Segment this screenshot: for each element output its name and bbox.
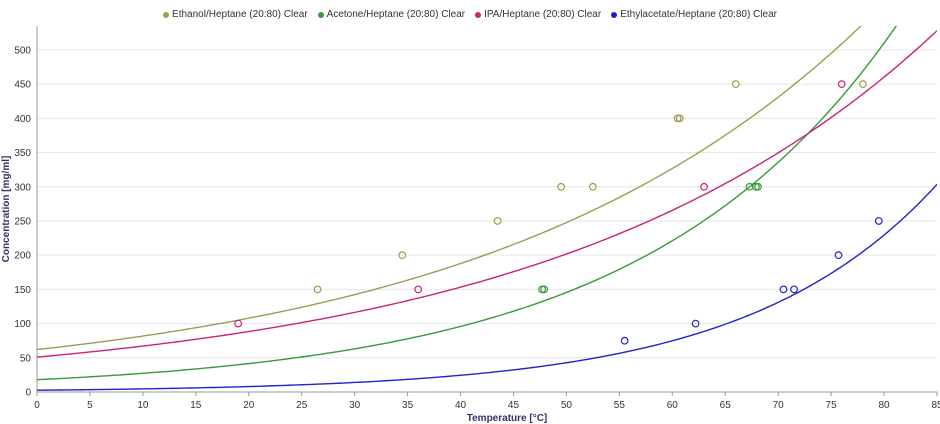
x-tick-label: 20: [243, 400, 255, 411]
data-point-series-0[interactable]: [557, 182, 566, 191]
x-tick-label: 50: [561, 400, 573, 411]
x-tick-label: 35: [402, 400, 414, 411]
data-point-series-2[interactable]: [837, 80, 846, 89]
y-tick-label: 150: [14, 285, 31, 296]
legend-item-ethanol[interactable]: Ethanol/Heptane (20:80) Clear: [163, 9, 308, 20]
data-point-series-2[interactable]: [414, 285, 423, 294]
data-point-series-1[interactable]: [754, 182, 762, 191]
data-point-series-0[interactable]: [398, 251, 407, 260]
data-point-series-1[interactable]: [540, 285, 549, 294]
x-tick-label: 75: [826, 400, 838, 411]
legend-label-ipa: IPA/Heptane (20:80) Clear: [484, 9, 602, 20]
legend-swatch-ethylacetate: [611, 11, 618, 18]
x-tick-label: 80: [878, 400, 890, 411]
data-point-series-1[interactable]: [538, 285, 546, 294]
data-point-series-3[interactable]: [790, 285, 798, 294]
y-tick-label: 400: [14, 114, 31, 125]
gridlines: [37, 49, 937, 359]
legend-label-acetone: Acetone/Heptane (20:80) Clear: [326, 9, 466, 20]
x-tick-label: 45: [508, 400, 520, 411]
axes: 0 50 100 150 200 250 300 350 400 450 500 0 5 10 15 20 25…: [14, 26, 940, 411]
data-point-series-1[interactable]: [752, 182, 760, 191]
x-tick-label: 65: [720, 400, 732, 411]
y-tick-label: 0: [25, 388, 31, 399]
data-point-series-0[interactable]: [731, 80, 740, 89]
x-tick-label: 40: [455, 400, 467, 411]
y-tick-label: 250: [14, 216, 31, 227]
y-tick-label: 300: [14, 182, 31, 193]
x-axis-title: Temperature [°C]: [467, 413, 548, 424]
y-tick-label: 200: [14, 251, 31, 262]
data-point-series-2[interactable]: [700, 182, 708, 191]
data-point-series-0[interactable]: [493, 217, 502, 225]
fit-curves: [37, 26, 937, 391]
data-point-series-0[interactable]: [588, 182, 597, 191]
data-point-series-3[interactable]: [834, 251, 843, 260]
y-tick-label: 50: [20, 353, 32, 364]
fit-curve-series-1: [37, 26, 898, 381]
x-tick-label: 70: [773, 400, 785, 411]
x-tick-label: 10: [137, 400, 149, 411]
x-tick-label: 55: [614, 400, 626, 411]
y-tick-label: 450: [14, 80, 31, 91]
data-point-series-3[interactable]: [691, 319, 700, 328]
fit-curve-series-2: [37, 30, 937, 358]
data-point-series-3[interactable]: [620, 336, 629, 345]
data-point-series-2[interactable]: [234, 319, 243, 328]
data-point-series-0[interactable]: [675, 114, 684, 123]
data-point-series-3[interactable]: [779, 285, 788, 294]
y-tick-label: 500: [14, 45, 31, 56]
data-point-series-0[interactable]: [313, 285, 322, 294]
legend-swatch-ethanol: [163, 11, 170, 18]
data-point-series-0[interactable]: [858, 80, 867, 89]
fit-curve-series-0: [37, 26, 862, 351]
legend-item-ethylacetate[interactable]: Ethylacetate/Heptane (20:80) Clear: [611, 9, 777, 20]
legend: Ethanol/Heptane (20:80) Clear Acetone/He…: [0, 9, 940, 20]
legend-item-acetone[interactable]: Acetone/Heptane (20:80) Clear: [317, 9, 466, 20]
legend-item-ipa[interactable]: IPA/Heptane (20:80) Clear: [475, 9, 601, 20]
data-point-series-3[interactable]: [874, 217, 883, 225]
data-points: [234, 80, 883, 345]
fit-curve-series-3: [37, 183, 937, 391]
y-axis-title: Concentration [mg/ml]: [1, 156, 12, 263]
x-tick-label: 25: [296, 400, 308, 411]
data-point-series-0[interactable]: [673, 114, 682, 123]
x-tick-label: 0: [34, 400, 40, 411]
x-tick-label: 30: [349, 400, 361, 411]
x-tick-label: 85: [931, 400, 940, 411]
y-tick-label: 100: [14, 319, 31, 330]
legend-label-ethylacetate: Ethylacetate/Heptane (20:80) Clear: [620, 9, 777, 20]
x-tick-label: 15: [190, 400, 202, 411]
legend-label-ethanol: Ethanol/Heptane (20:80) Clear: [172, 9, 308, 20]
x-tick-label: 60: [667, 400, 679, 411]
legend-swatch-acetone: [317, 11, 324, 18]
y-tick-label: 350: [14, 148, 31, 159]
x-tick-label: 5: [87, 400, 93, 411]
legend-swatch-ipa: [475, 11, 482, 18]
